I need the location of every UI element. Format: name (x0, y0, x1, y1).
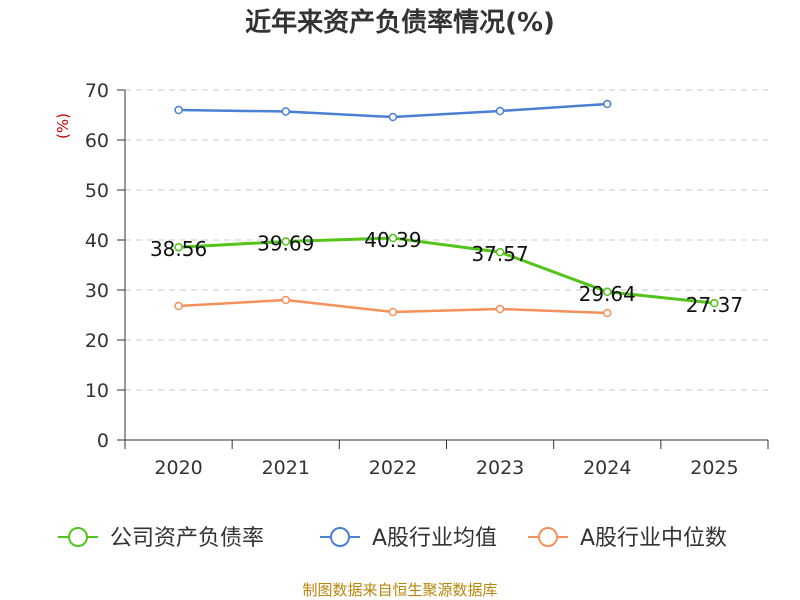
data-point (174, 242, 183, 252)
data-label: 27.37 (686, 293, 743, 317)
data-point (603, 308, 612, 318)
data-point (495, 106, 505, 116)
x-tick-label: 2021 (262, 457, 310, 479)
label-layer: 38.56 39.69 40.39 37.57 29.64 27.37 (150, 228, 743, 317)
x-tick-label: 2022 (369, 457, 417, 479)
data-point (388, 233, 398, 243)
data-point (495, 247, 505, 257)
axis-layer: 0 10 20 30 40 50 60 70 2020 2021 2022 2023 2024 2025 (… (54, 80, 769, 479)
legend-label: A股行业中位数 (580, 526, 727, 551)
data-point (281, 295, 290, 305)
data-label: 37.57 (471, 242, 528, 266)
source-note: 制图数据来自恒生聚源数据库 (302, 581, 498, 599)
data-point (388, 307, 398, 317)
data-point (174, 301, 183, 311)
y-tick-label: 10 (85, 380, 109, 402)
y-tick-label: 20 (85, 330, 109, 352)
legend-label: A股行业均值 (372, 526, 497, 551)
y-tick-label: 0 (97, 430, 109, 452)
data-label: 29.64 (579, 282, 636, 306)
legend-marker (330, 527, 350, 547)
data-label: 40.39 (364, 228, 421, 252)
data-point (603, 287, 612, 297)
data-point (603, 99, 612, 109)
data-label: 38.56 (150, 237, 207, 261)
series-layer (174, 99, 719, 318)
x-tick-label: 2020 (154, 457, 202, 479)
series-line (178, 236, 715, 305)
x-tick-label: 2024 (583, 457, 631, 479)
y-tick-label: 40 (85, 230, 109, 252)
y-tick-label: 30 (85, 280, 109, 302)
data-point (495, 304, 505, 314)
chart-title: 近年来资产负债率情况(%) (245, 8, 555, 38)
data-point (281, 237, 290, 246)
y-tick-label: 60 (85, 130, 109, 152)
y-axis-label: (%) (54, 113, 72, 139)
data-point (281, 107, 290, 116)
data-label: 39.69 (257, 232, 314, 256)
data-point (388, 112, 398, 122)
legend-marker (68, 527, 88, 547)
legend-label: 公司资产负债率 (110, 526, 264, 551)
legend: 公司资产负债率 A股行业均值 A股行业中位数 (58, 526, 727, 551)
legend-marker (538, 527, 558, 547)
data-point (174, 105, 183, 115)
x-tick-label: 2025 (690, 457, 738, 479)
data-point (710, 298, 719, 308)
grid-layer (125, 89, 768, 391)
y-tick-label: 50 (85, 180, 109, 202)
y-tick-label: 70 (85, 80, 109, 102)
x-tick-label: 2023 (476, 457, 524, 479)
